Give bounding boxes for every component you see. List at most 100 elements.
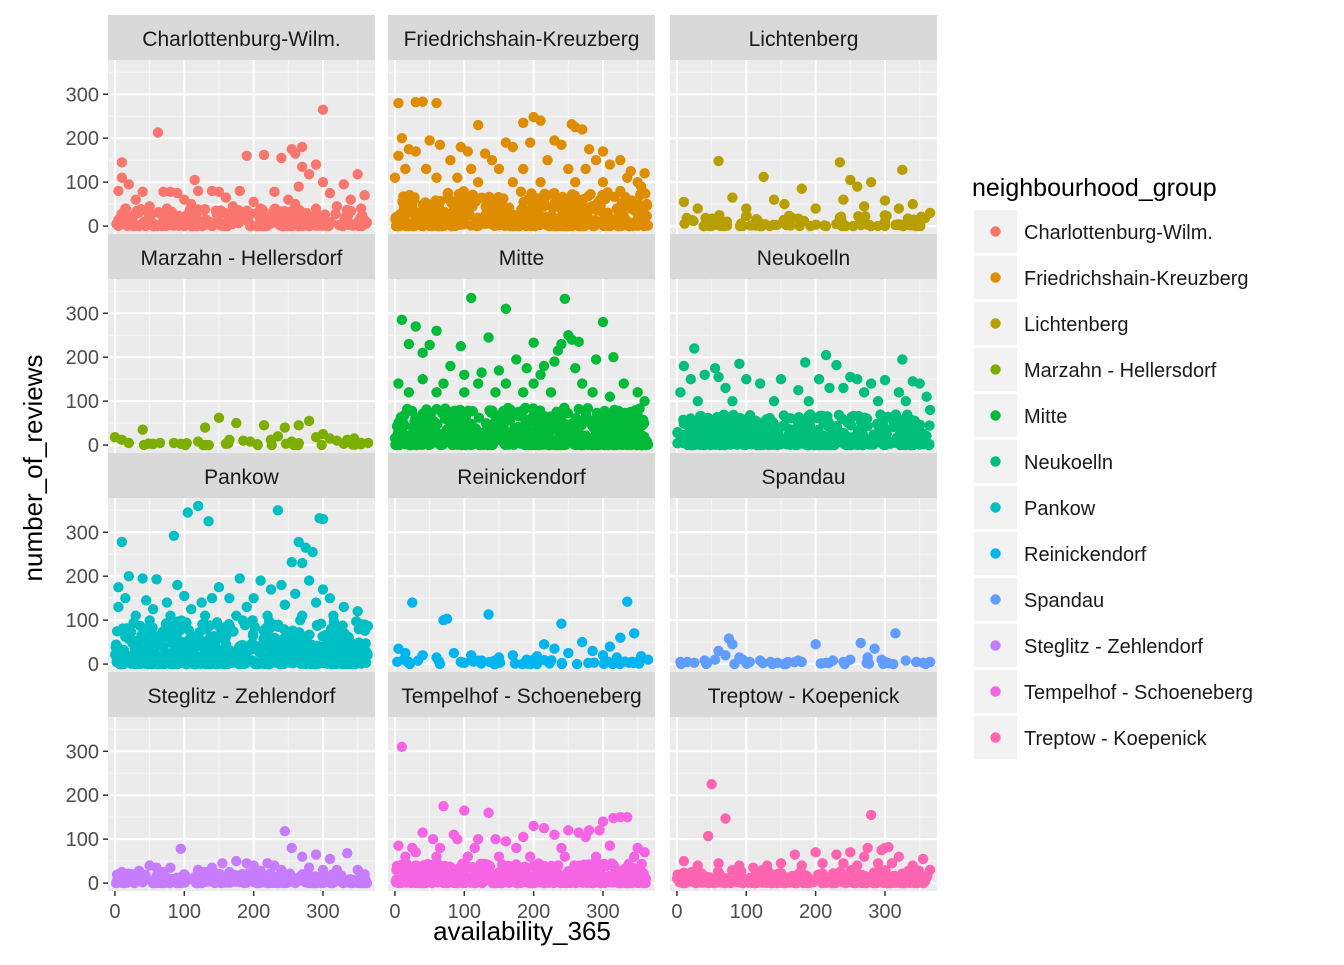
data-point: [120, 592, 131, 604]
facet-strip: [388, 453, 655, 498]
facet-strip-label: Pankow: [204, 466, 280, 489]
facet-strip: [670, 15, 937, 60]
data-point: [399, 409, 410, 421]
data-point: [604, 391, 616, 402]
panel-background: [670, 498, 937, 672]
data-point: [571, 658, 583, 670]
data-point: [283, 870, 295, 881]
data-point: [727, 639, 738, 650]
data-point: [472, 176, 484, 188]
data-point: [224, 866, 235, 878]
data-point: [516, 411, 527, 422]
data-point: [597, 650, 609, 661]
data-point: [190, 658, 202, 670]
facet-panel: Steglitz - Zehlendorf 0 100 200 300 0 100 200 30…: [66, 672, 375, 923]
data-point: [353, 637, 365, 648]
facet-panel: Reinickendorf: [388, 453, 655, 672]
data-point: [712, 430, 724, 441]
points-layer: [675, 628, 936, 670]
data-point: [629, 425, 641, 436]
data-point: [303, 575, 315, 586]
data-point: [345, 194, 356, 205]
data-point: [563, 163, 574, 175]
data-point: [710, 414, 722, 425]
data-point: [128, 210, 139, 222]
data-point: [136, 630, 147, 641]
data-point: [130, 610, 141, 621]
data-point: [342, 848, 353, 859]
data-point: [296, 557, 308, 569]
data-point: [185, 644, 196, 655]
data-point: [279, 422, 291, 433]
data-point: [264, 650, 276, 661]
data-point: [210, 641, 221, 652]
data-point: [552, 345, 564, 356]
y-tick-label: 200: [66, 566, 99, 588]
data-point: [632, 176, 643, 188]
data-point: [199, 610, 211, 621]
data-point: [431, 851, 442, 862]
data-point: [907, 198, 918, 210]
x-tick-label: 300: [586, 901, 619, 923]
data-point: [914, 378, 925, 389]
data-point: [327, 877, 338, 888]
data-point: [410, 146, 421, 157]
data-point: [203, 516, 214, 527]
data-point: [222, 218, 234, 229]
data-point: [879, 195, 891, 206]
facet-panel: Spandau: [670, 453, 937, 672]
data-point: [342, 643, 353, 654]
data-point: [175, 624, 186, 636]
data-point: [578, 875, 590, 887]
data-point: [839, 428, 850, 440]
data-point: [190, 876, 201, 888]
data-point: [570, 362, 581, 374]
data-point: [681, 435, 693, 446]
y-tick-label: 300: [66, 741, 99, 763]
data-point: [872, 395, 884, 407]
facet-strip: [108, 234, 375, 279]
data-point: [893, 203, 905, 214]
data-point: [499, 210, 510, 222]
data-point: [744, 656, 755, 668]
data-point: [278, 624, 290, 635]
data-point: [123, 869, 135, 880]
data-point: [255, 658, 266, 669]
data-point: [231, 610, 242, 621]
data-point: [442, 875, 453, 886]
data-point: [206, 592, 218, 604]
data-point: [137, 424, 148, 435]
data-point: [410, 847, 421, 858]
data-point: [493, 432, 504, 443]
data-point: [559, 293, 571, 304]
data-point: [440, 433, 451, 444]
data-point: [639, 877, 650, 888]
data-point: [111, 218, 122, 230]
data-point: [317, 513, 329, 525]
data-point: [338, 438, 349, 449]
facet-panel: Lichtenberg: [670, 15, 937, 234]
data-point: [230, 875, 241, 887]
data-point: [147, 603, 159, 615]
data-point: [687, 876, 698, 887]
data-point: [312, 209, 323, 221]
data-point: [152, 220, 163, 232]
x-tick-label: 200: [799, 901, 832, 923]
data-point: [231, 417, 242, 429]
data-point: [140, 595, 152, 606]
legend-key-point: [990, 364, 1001, 375]
legend-key-point: [990, 502, 1001, 513]
data-point: [734, 358, 745, 370]
data-point: [699, 369, 710, 380]
data-point: [631, 877, 643, 889]
data-point: [639, 847, 650, 858]
data-point: [328, 610, 339, 621]
data-point: [569, 190, 580, 201]
data-point: [151, 574, 162, 585]
data-point: [768, 194, 780, 205]
data-point: [491, 410, 502, 421]
data-point: [276, 152, 287, 164]
data-point: [362, 437, 374, 449]
data-point: [355, 203, 367, 214]
data-point: [907, 860, 918, 871]
